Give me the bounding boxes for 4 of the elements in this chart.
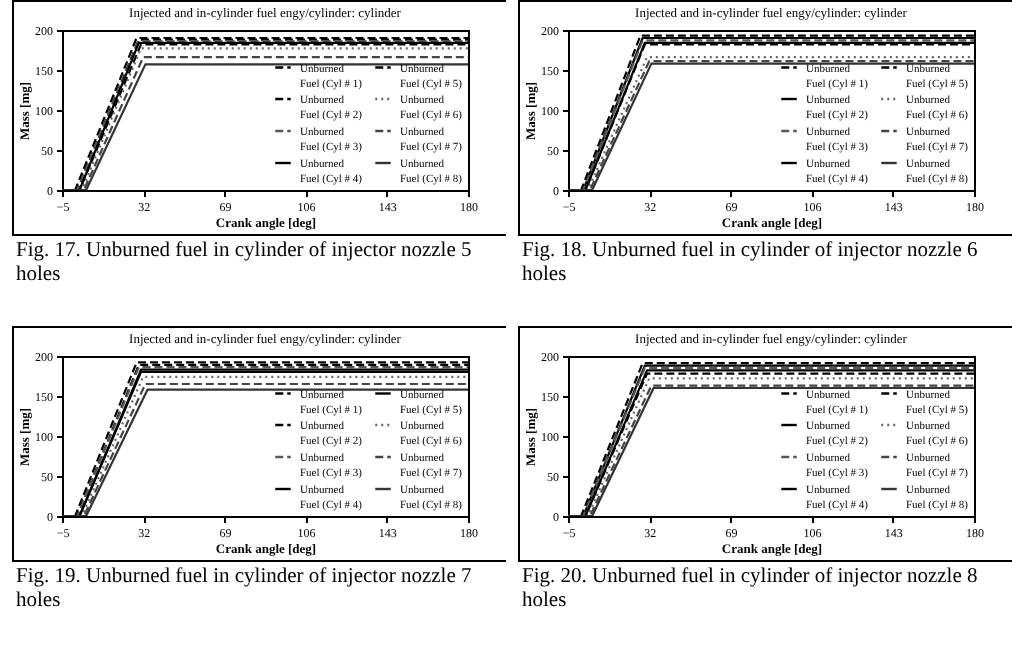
caption: Fig. 18. Unburned fuel in cylinder of injector nozzle 6 holes (520, 238, 980, 288)
caption: Fig. 19. Unburned fuel in cylinder of injector nozzle 7 holes (14, 564, 474, 614)
caption: Fig. 20. Unburned fuel in cylinder of injector nozzle 8 holes (520, 564, 980, 614)
caption: Fig. 17. Unburned fuel in cylinder of injector nozzle 5 holes (14, 238, 474, 288)
